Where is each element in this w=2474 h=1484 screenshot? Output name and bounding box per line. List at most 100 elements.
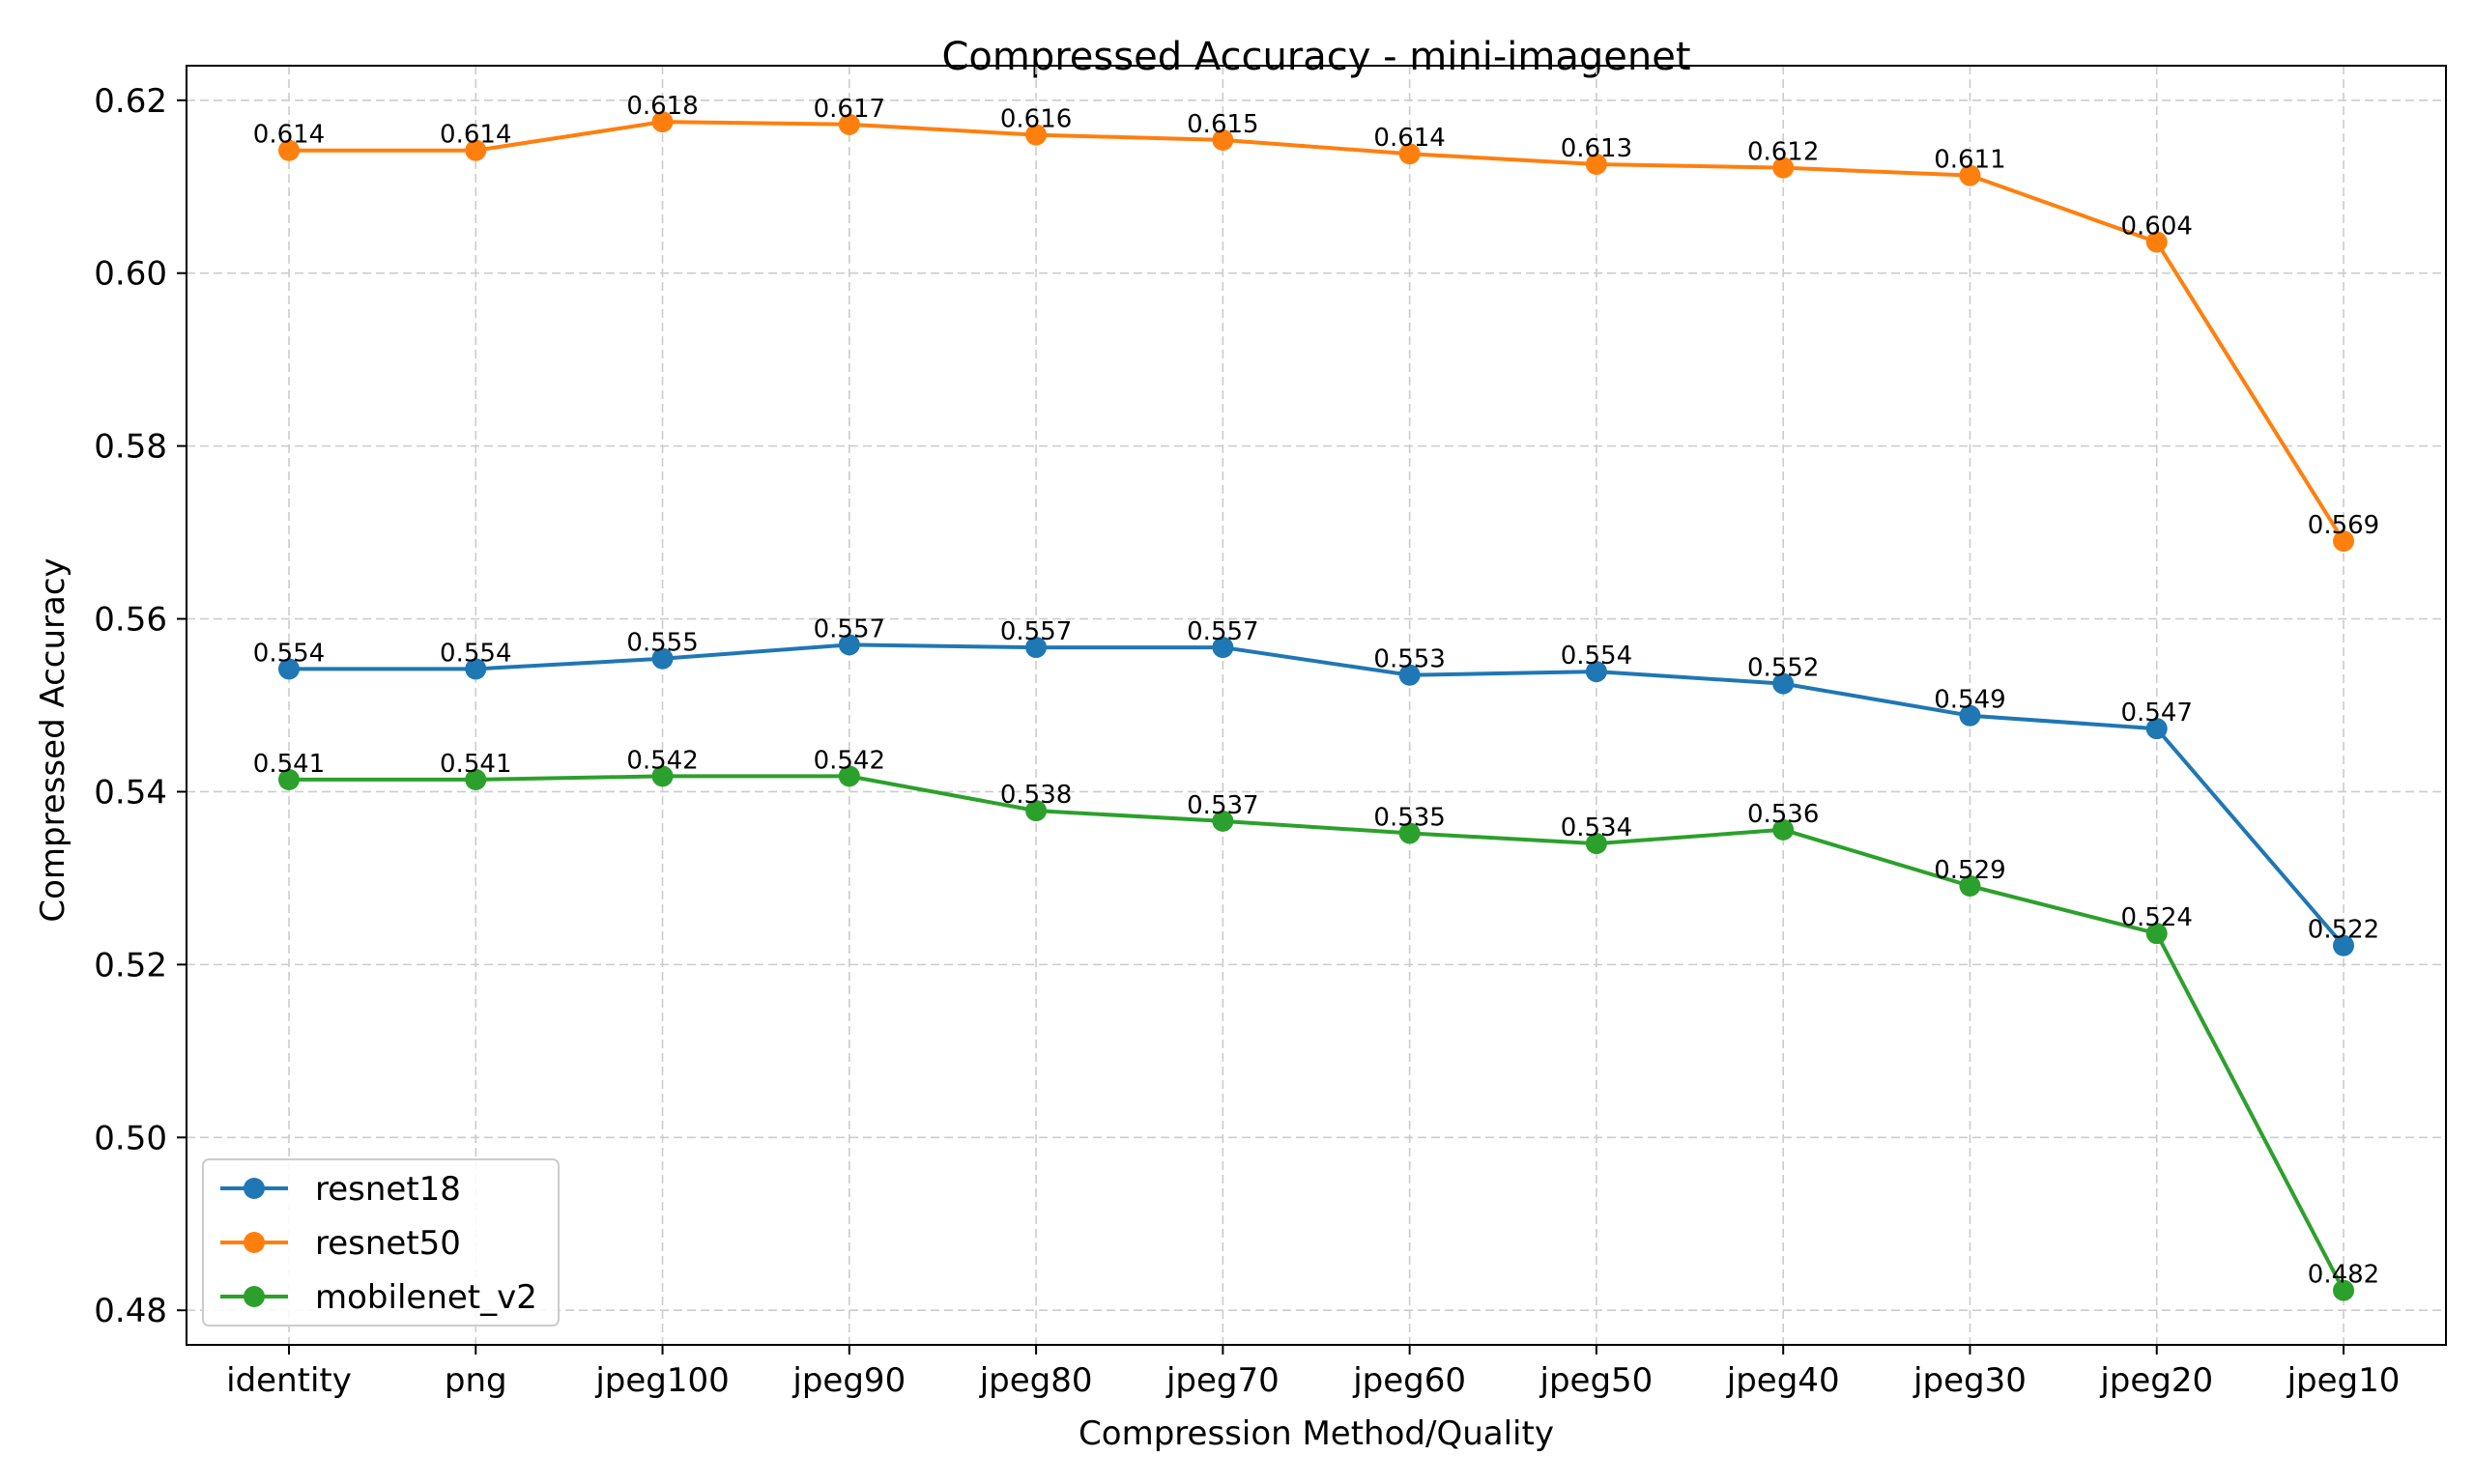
data-point-resnet50 [838,113,860,135]
data-label-mobilenet_v2: 0.534 [1561,813,1632,842]
y-tick-label: 0.52 [94,946,167,985]
legend: resnet18 resnet50 mobilenet_v2 [202,1158,560,1327]
data-point-resnet18 [651,647,674,670]
data-label-resnet18: 0.554 [440,639,511,668]
data-point-resnet18 [2145,718,2168,740]
data-label-mobilenet_v2: 0.535 [1373,803,1445,832]
x-tick-label: identity [226,1361,352,1400]
data-label-resnet18: 0.554 [253,639,325,668]
data-point-resnet50 [465,139,487,161]
data-point-resnet18 [1212,637,1234,659]
legend-label-resnet50: resnet50 [315,1224,461,1263]
legend-label-mobilenet_v2: mobilenet_v2 [315,1278,537,1317]
data-label-resnet50: 0.611 [1934,146,2005,175]
data-point-resnet18 [1585,661,1607,683]
x-tick-label: jpeg60 [1352,1361,1466,1400]
y-tick-label: 0.56 [94,601,167,640]
data-point-mobilenet_v2 [651,765,674,787]
data-label-resnet50: 0.617 [814,95,885,124]
grid [187,66,2446,1345]
data-label-mobilenet_v2: 0.541 [440,750,511,779]
x-tick-label: jpeg90 [791,1361,906,1400]
legend-marker-resnet50 [244,1232,265,1253]
y-tick-label: 0.60 [94,255,167,294]
data-point-resnet50 [2145,231,2168,253]
data-point-resnet18 [1772,672,1795,695]
data-point-mobilenet_v2 [1398,822,1421,844]
data-point-resnet50 [1025,124,1048,146]
data-label-mobilenet_v2: 0.542 [814,746,885,775]
legend-marker-mobilenet_v2 [244,1286,265,1307]
data-label-resnet50: 0.615 [1187,110,1258,139]
data-point-mobilenet_v2 [1025,800,1048,822]
data-point-mobilenet_v2 [838,765,860,787]
chart-title: Compressed Accuracy - mini-imagenet [941,35,1690,79]
plot-area-frame [186,65,2447,1346]
data-label-resnet50: 0.612 [1747,138,1819,167]
data-label-resnet50: 0.613 [1561,134,1632,163]
data-label-mobilenet_v2: 0.529 [1934,856,2005,885]
data-label-resnet50: 0.614 [1373,124,1445,153]
x-tick-label: jpeg10 [2287,1361,2401,1400]
y-tick-label: 0.50 [94,1119,167,1157]
data-label-resnet18: 0.557 [814,614,885,643]
x-tick-label: jpeg30 [1913,1361,2027,1400]
legend-marker-resnet18 [244,1178,265,1199]
data-point-resnet18 [1398,664,1421,686]
series-line-resnet18 [289,642,2345,948]
data-label-mobilenet_v2: 0.537 [1187,791,1258,820]
data-label-resnet50: 0.618 [626,92,698,121]
data-point-resnet18 [838,634,860,656]
x-tick-label: jpeg20 [2099,1361,2213,1400]
x-tick-label: jpeg40 [1726,1361,1840,1400]
data-point-resnet50 [278,139,300,161]
data-label-resnet18: 0.557 [1187,617,1258,646]
data-label-resnet18: 0.547 [2121,699,2193,728]
y-axis-label: Compressed Accuracy [34,557,72,922]
data-point-resnet18 [1959,704,1981,727]
data-point-mobilenet_v2 [1585,833,1607,855]
series-resnet18: 0.554 0.554 0.555 0.557 0.557 0.557 0.553 0.554… [253,614,2379,956]
x-tick-label: png [445,1361,507,1400]
data-label-mobilenet_v2: 0.482 [2308,1261,2379,1290]
data-point-resnet50 [2333,530,2354,553]
data-point-mobilenet_v2 [1772,818,1795,841]
series-line-mobilenet_v2 [289,774,2345,1292]
data-label-resnet18: 0.549 [1934,686,2005,715]
data-point-resnet18 [1025,637,1048,659]
y-tick-label: 0.62 [94,82,167,121]
y-tick-label: 0.58 [94,428,167,467]
data-point-mobilenet_v2 [1212,810,1234,832]
data-label-resnet50: 0.616 [1000,105,1072,134]
data-point-mobilenet_v2 [2333,1279,2354,1301]
x-tick-label: jpeg50 [1539,1361,1654,1400]
axes: 0.48 0.50 0.52 0.54 0.56 0.58 0.60 0.62 identity… [94,82,2400,1400]
series-line-resnet50 [289,120,2345,543]
legend-label-resnet18: resnet18 [315,1170,461,1209]
data-label-resnet18: 0.522 [2308,916,2379,945]
data-point-resnet18 [2333,934,2354,956]
x-axis-label: Compression Method/Quality [1079,1414,1554,1453]
data-point-mobilenet_v2 [465,768,487,790]
x-tick-label: jpeg100 [594,1361,729,1400]
data-point-mobilenet_v2 [2145,923,2168,945]
data-point-mobilenet_v2 [1959,874,1981,897]
series-resnet50: 0.614 0.614 0.618 0.617 0.616 0.615 0.614 0.613… [253,92,2379,553]
data-point-resnet50 [1772,157,1795,179]
x-tick-label: jpeg70 [1165,1361,1280,1400]
data-label-mobilenet_v2: 0.524 [2121,903,2193,932]
data-label-mobilenet_v2: 0.542 [626,746,698,775]
data-label-resnet50: 0.614 [253,121,325,150]
data-point-resnet18 [278,658,300,680]
data-label-mobilenet_v2: 0.541 [253,750,325,779]
data-label-mobilenet_v2: 0.536 [1747,800,1819,829]
data-point-resnet50 [1212,128,1234,151]
x-tick-label: jpeg80 [979,1361,1093,1400]
series-layer: 0.554 0.554 0.555 0.557 0.557 0.557 0.553 0.554… [253,92,2379,1301]
data-point-resnet50 [1585,153,1607,175]
data-label-resnet18: 0.557 [1000,617,1072,646]
data-point-mobilenet_v2 [278,768,300,790]
data-point-resnet50 [1398,143,1421,165]
data-label-resnet18: 0.553 [1373,645,1445,674]
